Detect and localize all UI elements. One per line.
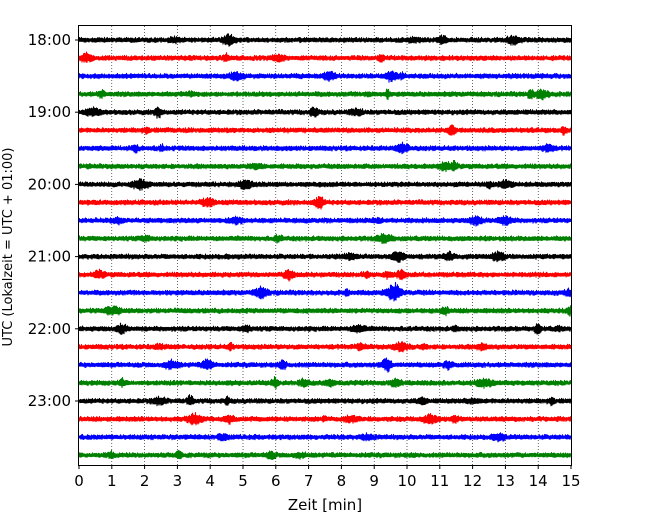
- trace-line-2030: [78, 215, 572, 227]
- trace-line-2045: [78, 233, 572, 245]
- trace-line-1845: [78, 88, 572, 101]
- seismic-traces: [78, 33, 572, 461]
- trace-line-2145: [78, 305, 572, 317]
- trace-line-2330: [78, 432, 572, 443]
- x-tick-label: 1: [107, 472, 117, 490]
- x-tick-label: 3: [173, 472, 183, 490]
- x-tick-label: 5: [238, 472, 248, 490]
- trace-line-2230: [78, 357, 572, 373]
- x-tick-label: 7: [304, 472, 314, 490]
- x-tick-label: 12: [463, 472, 482, 490]
- x-tick-label: 15: [561, 472, 580, 490]
- trace-line-2315: [78, 412, 572, 426]
- y-tick-label: 22:00: [28, 320, 71, 338]
- x-tick-label: 4: [205, 472, 215, 490]
- minute-grid: [111, 26, 539, 465]
- trace-line-1915: [78, 124, 572, 136]
- trace-line-1800: [78, 33, 572, 47]
- y-tick-label: 20:00: [28, 175, 71, 193]
- trace-line-2200: [78, 322, 572, 336]
- x-tick-label: 6: [271, 472, 281, 490]
- trace-line-1830: [78, 70, 572, 83]
- trace-line-2000: [78, 178, 572, 192]
- trace-line-1930: [78, 141, 572, 155]
- x-tick-label: 8: [337, 472, 347, 490]
- trace-line-2115: [78, 268, 572, 282]
- x-axis: 0 1 2 3 4 5 6 7 8 9 10 11 12 13 14 15: [74, 465, 581, 490]
- x-tick-label: 9: [369, 472, 379, 490]
- x-tick-label: 13: [496, 472, 515, 490]
- x-tick-label: 2: [140, 472, 150, 490]
- y-tick-label: 18:00: [28, 31, 71, 49]
- trace-line-2215: [78, 341, 572, 353]
- trace-line-2245: [78, 376, 572, 390]
- trace-line-1815: [78, 51, 572, 63]
- y-tick-label: 21:00: [28, 248, 71, 266]
- plot-frame: [78, 25, 572, 466]
- y-axis-label: UTC (Lokalzeit = UTC + 01:00): [1, 148, 16, 347]
- trace-line-1900: [78, 106, 572, 119]
- x-tick-label: 11: [430, 472, 449, 490]
- x-tick-label: 14: [529, 472, 548, 490]
- trace-line-2345: [78, 449, 572, 461]
- trace-line-2300: [78, 394, 572, 407]
- x-tick-label: 10: [397, 472, 416, 490]
- y-tick-label: 23:00: [28, 392, 71, 410]
- trace-line-1945: [78, 159, 572, 173]
- trace-line-2130: [78, 281, 572, 302]
- y-tick-label: 19:00: [28, 103, 71, 121]
- x-axis-label: Zeit [min]: [288, 496, 362, 514]
- trace-line-2015: [78, 195, 572, 210]
- x-tick-label: 0: [74, 472, 84, 490]
- y-axis: 18:00 19:00 20:00 21:00 22:00 23:00: [28, 31, 79, 410]
- trace-line-2100: [78, 250, 572, 263]
